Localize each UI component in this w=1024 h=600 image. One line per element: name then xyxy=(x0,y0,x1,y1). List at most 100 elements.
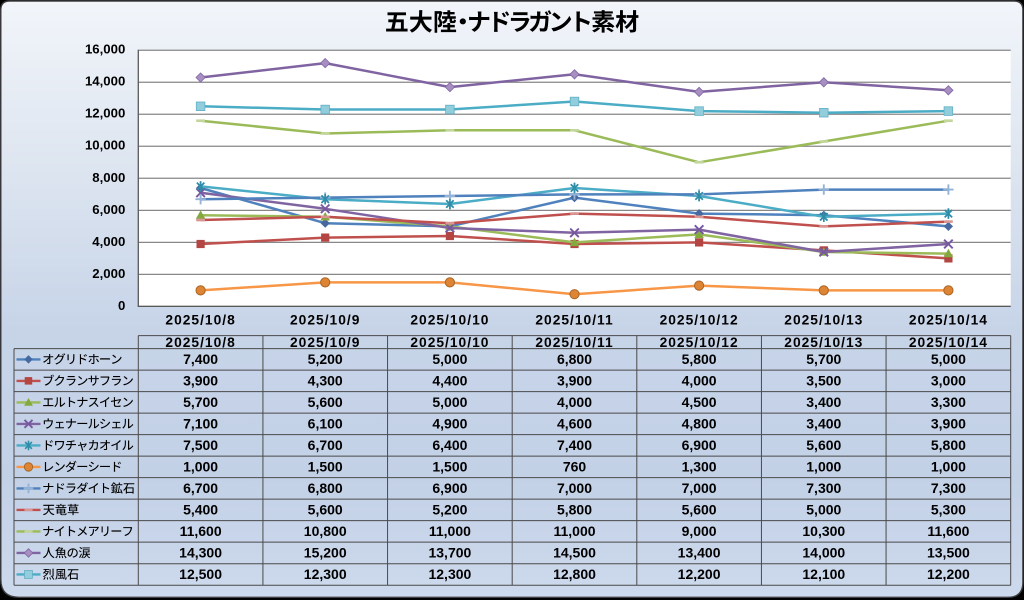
svg-text:8,000: 8,000 xyxy=(92,170,125,185)
svg-text:2025/10/10: 2025/10/10 xyxy=(410,335,489,350)
svg-text:3,000: 3,000 xyxy=(931,372,966,388)
svg-text:2025/10/11: 2025/10/11 xyxy=(535,312,613,327)
svg-text:5,400: 5,400 xyxy=(183,501,218,517)
svg-text:12,100: 12,100 xyxy=(802,566,845,582)
svg-text:7,300: 7,300 xyxy=(931,480,966,496)
svg-text:5,000: 5,000 xyxy=(432,394,467,410)
svg-text:5,200: 5,200 xyxy=(308,351,343,367)
svg-text:1,500: 1,500 xyxy=(432,458,467,474)
svg-text:5,200: 5,200 xyxy=(432,501,467,517)
svg-text:12,200: 12,200 xyxy=(678,566,721,582)
svg-text:5,700: 5,700 xyxy=(183,394,218,410)
svg-text:2025/10/9: 2025/10/9 xyxy=(290,335,360,350)
svg-text:12,300: 12,300 xyxy=(304,566,347,582)
svg-text:13,500: 13,500 xyxy=(927,544,970,560)
svg-text:4,800: 4,800 xyxy=(682,415,717,431)
svg-text:7,300: 7,300 xyxy=(806,480,841,496)
svg-text:0: 0 xyxy=(118,298,125,313)
svg-text:1,000: 1,000 xyxy=(806,458,841,474)
svg-text:10,000: 10,000 xyxy=(85,138,125,153)
svg-text:13,700: 13,700 xyxy=(428,544,471,560)
svg-text:2025/10/14: 2025/10/14 xyxy=(909,312,988,327)
svg-text:2025/10/11: 2025/10/11 xyxy=(535,335,613,350)
svg-text:14,000: 14,000 xyxy=(802,544,845,560)
svg-text:11,000: 11,000 xyxy=(429,523,471,539)
svg-text:5,300: 5,300 xyxy=(931,501,966,517)
svg-text:6,100: 6,100 xyxy=(308,415,343,431)
svg-text:4,900: 4,900 xyxy=(432,415,467,431)
svg-text:5,600: 5,600 xyxy=(308,394,343,410)
svg-text:10,800: 10,800 xyxy=(304,523,347,539)
svg-text:5,600: 5,600 xyxy=(806,437,841,453)
svg-text:1,000: 1,000 xyxy=(931,458,966,474)
svg-text:14,300: 14,300 xyxy=(179,544,222,560)
svg-text:11,600: 11,600 xyxy=(180,523,222,539)
svg-text:9,000: 9,000 xyxy=(682,523,717,539)
svg-text:11,000: 11,000 xyxy=(553,523,595,539)
svg-text:7,400: 7,400 xyxy=(183,351,218,367)
svg-text:3,900: 3,900 xyxy=(931,415,966,431)
svg-text:3,500: 3,500 xyxy=(806,372,841,388)
svg-text:2,000: 2,000 xyxy=(92,266,125,281)
svg-text:6,900: 6,900 xyxy=(682,437,717,453)
svg-text:2025/10/13: 2025/10/13 xyxy=(784,312,863,327)
svg-text:4,300: 4,300 xyxy=(308,372,343,388)
svg-text:1,500: 1,500 xyxy=(308,458,343,474)
svg-text:5,700: 5,700 xyxy=(806,351,841,367)
svg-text:7,000: 7,000 xyxy=(557,480,592,496)
svg-text:10,300: 10,300 xyxy=(802,523,845,539)
svg-text:6,400: 6,400 xyxy=(432,437,467,453)
svg-text:7,400: 7,400 xyxy=(557,437,592,453)
svg-text:4,600: 4,600 xyxy=(557,415,592,431)
svg-text:5,000: 5,000 xyxy=(432,351,467,367)
svg-text:13,400: 13,400 xyxy=(678,544,721,560)
svg-text:2025/10/10: 2025/10/10 xyxy=(410,312,489,327)
svg-text:7,000: 7,000 xyxy=(682,480,717,496)
svg-text:5,000: 5,000 xyxy=(806,501,841,517)
svg-text:3,400: 3,400 xyxy=(806,394,841,410)
svg-text:2025/10/9: 2025/10/9 xyxy=(290,312,360,327)
svg-text:4,000: 4,000 xyxy=(92,234,125,249)
svg-text:2025/10/8: 2025/10/8 xyxy=(165,312,235,327)
svg-text:6,700: 6,700 xyxy=(183,480,218,496)
svg-text:15,200: 15,200 xyxy=(304,544,347,560)
svg-text:6,800: 6,800 xyxy=(557,351,592,367)
svg-text:5,800: 5,800 xyxy=(931,437,966,453)
svg-text:2025/10/14: 2025/10/14 xyxy=(909,335,988,350)
svg-text:4,000: 4,000 xyxy=(557,394,592,410)
svg-text:3,300: 3,300 xyxy=(931,394,966,410)
svg-text:3,900: 3,900 xyxy=(557,372,592,388)
svg-text:6,000: 6,000 xyxy=(92,202,125,217)
svg-text:4,000: 4,000 xyxy=(682,372,717,388)
svg-text:6,900: 6,900 xyxy=(432,480,467,496)
svg-text:1,300: 1,300 xyxy=(682,458,717,474)
svg-text:7,500: 7,500 xyxy=(183,437,218,453)
svg-text:12,200: 12,200 xyxy=(927,566,970,582)
svg-text:4,400: 4,400 xyxy=(432,372,467,388)
svg-text:6,800: 6,800 xyxy=(308,480,343,496)
svg-text:2025/10/12: 2025/10/12 xyxy=(660,312,739,327)
svg-text:4,500: 4,500 xyxy=(682,394,717,410)
svg-text:5,600: 5,600 xyxy=(308,501,343,517)
svg-text:2025/10/13: 2025/10/13 xyxy=(784,335,863,350)
svg-text:3,400: 3,400 xyxy=(806,415,841,431)
svg-text:2025/10/8: 2025/10/8 xyxy=(165,335,235,350)
svg-text:12,800: 12,800 xyxy=(553,566,596,582)
svg-text:2025/10/12: 2025/10/12 xyxy=(660,335,739,350)
svg-text:3,900: 3,900 xyxy=(183,372,218,388)
svg-text:12,000: 12,000 xyxy=(85,106,125,121)
svg-text:6,700: 6,700 xyxy=(308,437,343,453)
svg-text:11,600: 11,600 xyxy=(927,523,969,539)
svg-text:14,000: 14,000 xyxy=(85,74,125,89)
svg-text:760: 760 xyxy=(563,458,587,474)
svg-text:14,500: 14,500 xyxy=(553,544,596,560)
svg-text:16,000: 16,000 xyxy=(85,42,125,57)
svg-text:1,000: 1,000 xyxy=(183,458,218,474)
svg-text:5,800: 5,800 xyxy=(557,501,592,517)
svg-text:5,000: 5,000 xyxy=(931,351,966,367)
svg-text:12,300: 12,300 xyxy=(428,566,471,582)
svg-text:12,500: 12,500 xyxy=(179,566,222,582)
svg-text:5,600: 5,600 xyxy=(682,501,717,517)
svg-text:5,800: 5,800 xyxy=(682,351,717,367)
svg-text:7,100: 7,100 xyxy=(183,415,218,431)
